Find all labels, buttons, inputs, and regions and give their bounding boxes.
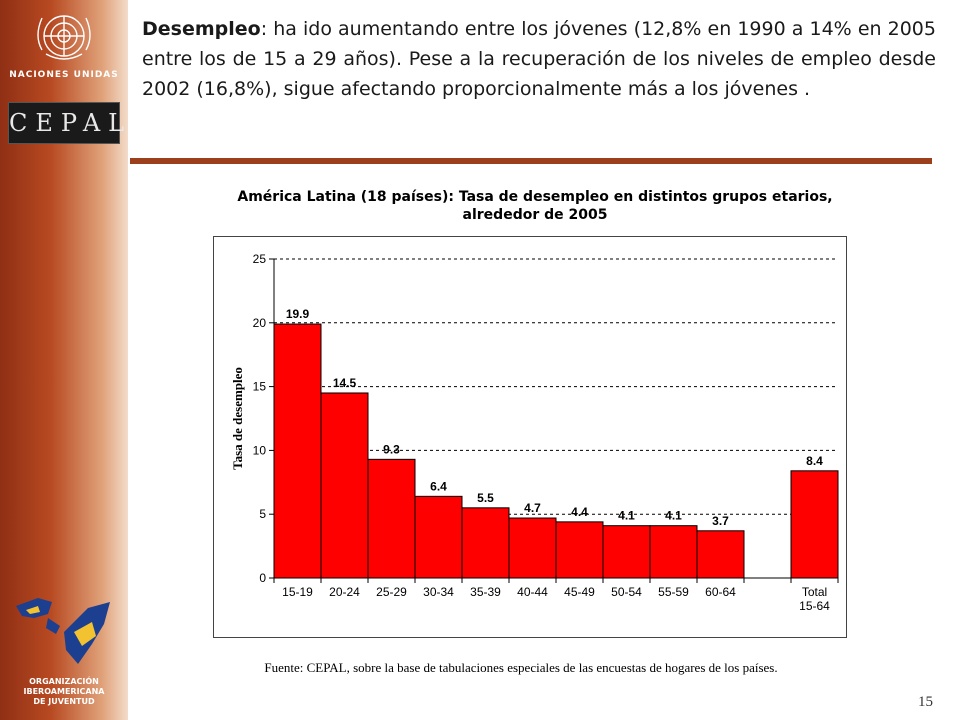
x-tick-label: 15-64 xyxy=(799,599,830,613)
x-tick-label: 45-49 xyxy=(564,585,595,599)
data-label: 6.4 xyxy=(430,479,447,493)
x-tick-label: 50-54 xyxy=(611,585,642,599)
bar xyxy=(602,525,651,579)
x-tick-label: 20-24 xyxy=(329,585,360,599)
bar xyxy=(508,517,557,579)
data-label: 3.7 xyxy=(712,514,729,528)
bar xyxy=(367,458,416,579)
chart-title-line2: alrededor de 2005 xyxy=(462,207,608,223)
cepal-logo: CEPAL xyxy=(8,102,124,144)
x-tick-label: 35-39 xyxy=(470,585,501,599)
source-note: Fuente: CEPAL, sobre la base de tabulaci… xyxy=(264,660,778,675)
y-tick-label: 15 xyxy=(253,380,267,394)
bar xyxy=(555,521,604,579)
data-label: 4.1 xyxy=(618,509,635,523)
bar xyxy=(273,323,322,579)
intro-text: : ha ido aumentando entre los jóvenes (1… xyxy=(142,18,936,100)
bar xyxy=(790,470,839,579)
intro-lead: Desempleo xyxy=(142,18,261,40)
chart-frame: 0 5 10 15 20 25 19.9 15-19 14.5 20-24 9.3 25-29 6.4 3… xyxy=(213,236,847,638)
divider-rule xyxy=(130,158,932,164)
oij-label: ORGANIZACIÓN IBEROAMERICANA DE JUVENTUD xyxy=(0,677,128,707)
x-tick-label: 55-59 xyxy=(658,585,689,599)
bar xyxy=(320,392,369,579)
y-tick-label: 0 xyxy=(259,571,266,585)
y-tick-label: 25 xyxy=(253,252,267,266)
oij-label-line3: DE JUVENTUD xyxy=(33,697,95,706)
x-tick-label: 25-29 xyxy=(376,585,407,599)
y-tick-label: 5 xyxy=(259,507,266,521)
un-emblem-icon xyxy=(37,15,91,60)
x-tick-label: 60-64 xyxy=(705,585,736,599)
y-tick-label: 20 xyxy=(253,316,267,330)
data-label: 4.1 xyxy=(665,509,682,523)
x-tick-label: 15-19 xyxy=(282,585,313,599)
data-label: 14.5 xyxy=(333,376,357,390)
bar xyxy=(649,525,698,579)
oij-label-line1: ORGANIZACIÓN xyxy=(29,677,99,686)
bar xyxy=(461,507,510,579)
data-label: 4.4 xyxy=(571,505,588,519)
data-label: 19.9 xyxy=(286,307,310,321)
page-number: 15 xyxy=(918,694,933,710)
oij-label-line2: IBEROAMERICANA xyxy=(23,687,105,696)
y-tick-label: 10 xyxy=(253,443,267,457)
data-label: 5.5 xyxy=(477,491,494,505)
data-label: 9.3 xyxy=(383,442,400,456)
chart-title-line1: América Latina (18 países): Tasa de dese… xyxy=(237,189,833,205)
bar-chart: 0 5 10 15 20 25 19.9 15-19 14.5 20-24 9.3 25-29 6.4 3… xyxy=(230,252,839,613)
data-label: 4.7 xyxy=(524,501,541,515)
data-label: 8.4 xyxy=(806,454,823,468)
chart-title: América Latina (18 países): Tasa de dese… xyxy=(175,188,895,224)
y-axis-label: Tasa de desempleo xyxy=(230,367,245,470)
x-tick-label: 40-44 xyxy=(517,585,548,599)
sidebar: NACIONES UNIDAS CEPAL ORGANIZACIÓN IBERO… xyxy=(0,0,128,720)
oij-map-icon xyxy=(16,598,110,664)
bar xyxy=(414,495,463,579)
intro-paragraph: Desempleo: ha ido aumentando entre los j… xyxy=(142,14,936,104)
un-label: NACIONES UNIDAS xyxy=(9,70,119,80)
x-tick-label: Total xyxy=(802,585,827,599)
x-tick-label: 30-34 xyxy=(423,585,454,599)
bar xyxy=(696,530,745,579)
